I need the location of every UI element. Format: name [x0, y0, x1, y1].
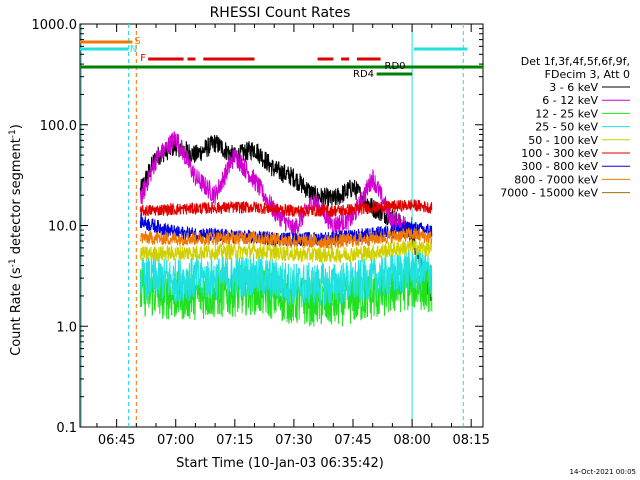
flags-group: SNF RD0 RD4: [80, 36, 483, 80]
x-axis: 06:45 07:00 07:15 07:30 07:45 08:00 08:15: [96, 24, 490, 448]
series-line: [139, 247, 433, 307]
legend-label: 800 - 7000 keV: [514, 173, 598, 186]
legend-label: 6 - 12 keV: [542, 94, 598, 107]
x-tick-label: 07:15: [216, 433, 253, 448]
y-tick-label: 100.0: [40, 119, 77, 134]
flag-label: RD4: [353, 69, 374, 80]
y-tick-label: 1.0: [56, 320, 77, 335]
flag-label: S: [134, 36, 140, 47]
series-group: [139, 131, 433, 327]
flag-label: RD0: [385, 61, 406, 72]
y-tick-label: 10.0: [48, 220, 77, 235]
y-tick-label: 1000.0: [32, 18, 78, 33]
x-tick-label: 06:45: [98, 433, 135, 448]
series-line: [139, 227, 433, 249]
legend-title-1: Det 1f,3f,4f,5f,6f,9f,: [521, 55, 630, 68]
y-label-mid: detector segment: [9, 138, 24, 258]
y-axis: 1000.0 100.0 10.0 1.0 0.1: [32, 18, 483, 436]
x-tick-label: 08:15: [452, 433, 489, 448]
legend-label: 25 - 50 keV: [535, 121, 598, 134]
legend-label: 300 - 800 keV: [521, 160, 598, 173]
x-tick-label: 07:00: [157, 433, 194, 448]
legend-label: 7000 - 15000 keV: [500, 187, 598, 200]
legend-label: 100 - 300 keV: [521, 147, 598, 160]
x-tick-label: 08:00: [393, 433, 430, 448]
y-axis-label: Count Rate (s-1 detector segment-1): [8, 124, 24, 356]
footer-date: 14-Oct-2021 00:05: [570, 468, 636, 476]
legend-title-2: FDecim 3, Att 0: [545, 68, 630, 81]
svg-text:Count Rate (s-1 detector segme: Count Rate (s-1 detector segment-1): [8, 124, 24, 356]
flag-label: F: [140, 53, 146, 64]
series-line: [139, 199, 433, 218]
flag-label: N: [130, 44, 137, 55]
x-axis-label: Start Time (10-Jan-03 06:35:42): [176, 456, 384, 471]
legend-label: 3 - 6 keV: [549, 81, 598, 94]
x-tick-label: 07:45: [334, 433, 371, 448]
chart-title: RHESSI Count Rates: [210, 5, 351, 21]
series-line: [139, 131, 413, 240]
y-label-end: ): [9, 124, 24, 129]
y-label-main: Count Rate (s: [9, 267, 24, 356]
y-label-sup1: -1: [8, 258, 18, 267]
legend-label: 12 - 25 keV: [535, 107, 598, 120]
series-line: [139, 238, 432, 264]
y-tick-label: 0.1: [56, 421, 77, 436]
legend-label: 50 - 100 keV: [528, 134, 598, 147]
x-tick-label: 07:30: [275, 433, 312, 448]
y-label-sup2: -1: [8, 129, 18, 138]
